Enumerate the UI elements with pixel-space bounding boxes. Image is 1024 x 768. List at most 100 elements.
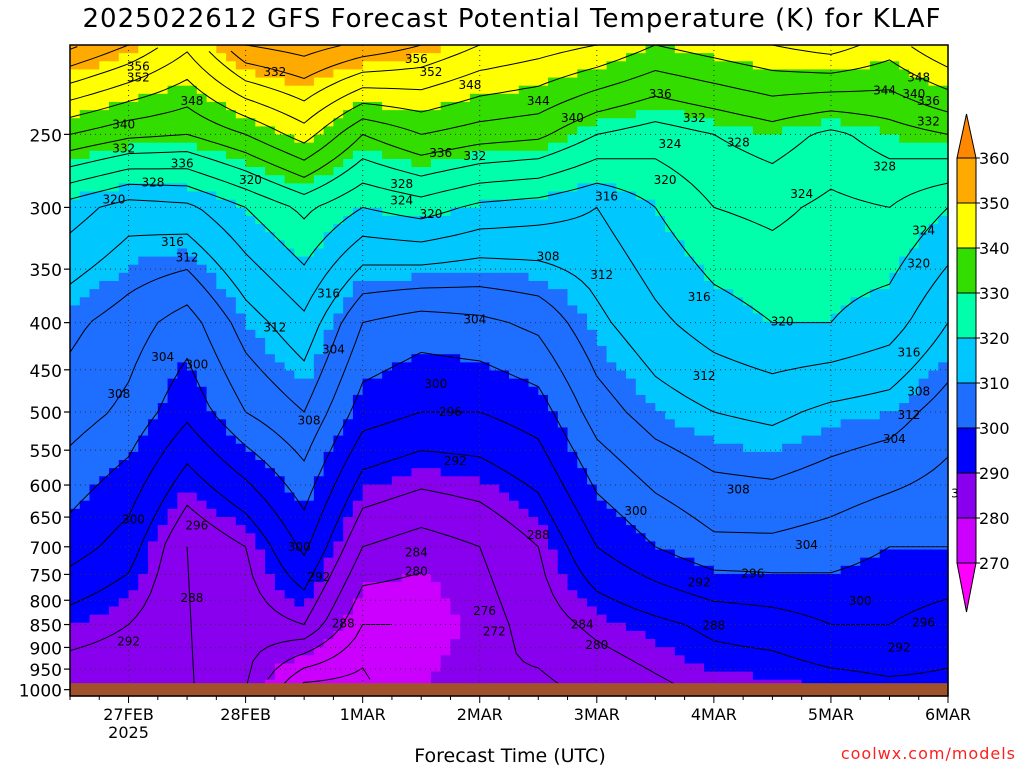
heatmap-cell: [411, 516, 422, 526]
heatmap-cell: [401, 158, 413, 168]
heatmap-cell: [499, 370, 510, 380]
heatmap-cell: [430, 468, 442, 477]
heatmap-cell: [645, 346, 656, 355]
heatmap-cell: [411, 590, 422, 599]
heatmap-cell: [587, 354, 598, 363]
heatmap-cell: [538, 468, 549, 477]
heatmap-cell: [265, 93, 276, 103]
heatmap-cell: [587, 370, 598, 380]
heatmap-cell: [294, 297, 305, 306]
heatmap-cell: [226, 354, 237, 363]
heatmap-cell: [226, 598, 237, 608]
heatmap-cell: [138, 403, 149, 412]
heatmap-cell: [372, 411, 383, 420]
heatmap-cell: [606, 557, 617, 567]
heatmap-cell: [557, 639, 569, 648]
heatmap-cell: [509, 354, 520, 363]
heatmap-cell: [421, 663, 432, 673]
heatmap-cell: [469, 69, 481, 79]
heatmap-cell: [469, 435, 481, 445]
heatmap-cell: [79, 655, 91, 665]
heatmap-cell: [362, 435, 374, 445]
heatmap-cell: [274, 337, 286, 347]
heatmap-cell: [665, 492, 676, 502]
heatmap-cell: [421, 582, 432, 591]
heatmap-cell: [645, 386, 656, 396]
heatmap-cell: [109, 590, 120, 599]
heatmap-cell: [274, 663, 286, 673]
heatmap-cell: [421, 639, 432, 648]
heatmap-cell: [362, 175, 374, 184]
heatmap-cell: [518, 191, 530, 201]
heatmap-cell: [323, 541, 334, 551]
heatmap-cell: [577, 321, 588, 331]
heatmap-cell: [235, 639, 247, 648]
heatmap-cell: [509, 134, 520, 144]
heatmap-cell: [616, 354, 627, 363]
heatmap-cell: [382, 232, 393, 241]
heatmap-cell: [401, 289, 413, 298]
heatmap-cell: [499, 183, 510, 193]
heatmap-cell: [235, 248, 247, 258]
heatmap-cell: [274, 150, 286, 160]
heatmap-cell: [528, 460, 539, 469]
heatmap-cell: [391, 175, 403, 184]
heatmap-cell: [196, 362, 208, 372]
heatmap-cell: [450, 378, 461, 388]
heatmap-cell: [450, 460, 461, 469]
heatmap-cell: [99, 126, 110, 136]
heatmap-cell: [616, 362, 627, 372]
heatmap-cell: [196, 175, 208, 184]
heatmap-cell: [245, 167, 256, 176]
heatmap-cell: [430, 110, 442, 119]
heatmap-cell: [577, 362, 588, 372]
heatmap-cell: [372, 150, 383, 160]
heatmap-cell: [450, 525, 461, 534]
heatmap-cell: [177, 533, 188, 542]
heatmap-cell: [226, 647, 237, 656]
heatmap-cell: [411, 598, 422, 608]
heatmap-cell: [167, 468, 178, 477]
heatmap-cell: [245, 297, 256, 306]
heatmap-cell: [479, 207, 491, 217]
heatmap-cell: [567, 573, 578, 583]
heatmap-cell: [333, 45, 344, 54]
heatmap-cell: [216, 142, 227, 152]
heatmap-cell: [391, 370, 403, 380]
heatmap-cell: [352, 460, 364, 469]
heatmap-cell: [538, 549, 549, 559]
heatmap-cell: [167, 313, 178, 323]
heatmap-cell: [450, 671, 461, 681]
heatmap-cell: [148, 256, 159, 266]
heatmap-cell: [70, 655, 81, 665]
heatmap-cell: [469, 606, 481, 616]
heatmap-cell: [99, 337, 110, 347]
heatmap-cell: [138, 272, 149, 282]
heatmap-cell: [655, 655, 666, 665]
heatmap-cell: [138, 606, 149, 616]
heatmap-cell: [469, 85, 481, 95]
heatmap-cell: [401, 224, 413, 233]
heatmap-cell: [655, 175, 666, 184]
heatmap-cell: [226, 435, 237, 445]
heatmap-cell: [333, 508, 344, 518]
heatmap-cell: [206, 419, 217, 429]
heatmap-cell: [509, 329, 520, 339]
heatmap-cell: [382, 272, 393, 282]
heatmap-cell: [226, 590, 237, 599]
heatmap-cell: [343, 256, 354, 266]
heatmap-cell: [79, 93, 91, 103]
heatmap-cell: [548, 280, 559, 290]
heatmap-cell: [294, 655, 305, 665]
heatmap-cell: [157, 565, 169, 575]
heatmap-cell: [206, 435, 217, 445]
heatmap-cell: [401, 443, 413, 453]
heatmap-cell: [518, 240, 530, 250]
heatmap-cell: [362, 508, 374, 518]
heatmap-cell: [226, 500, 237, 510]
heatmap-cell: [304, 476, 315, 486]
heatmap-cell: [587, 224, 598, 233]
heatmap-cell: [352, 443, 364, 453]
heatmap-cell: [538, 630, 549, 640]
heatmap-cell: [362, 525, 374, 534]
